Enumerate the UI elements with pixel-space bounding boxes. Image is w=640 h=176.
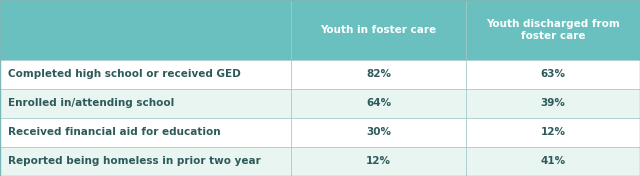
Bar [291, 89, 466, 118]
Bar [291, 60, 466, 89]
Bar [466, 0, 640, 60]
Text: Received financial aid for education: Received financial aid for education [8, 127, 220, 137]
Text: 12%: 12% [366, 156, 391, 166]
Bar [291, 0, 466, 60]
Bar [0, 147, 291, 176]
Text: 63%: 63% [540, 69, 566, 79]
Bar [466, 118, 640, 147]
Text: 12%: 12% [540, 127, 566, 137]
Bar [291, 147, 466, 176]
Bar [466, 89, 640, 118]
Bar [0, 0, 291, 60]
Bar [0, 118, 291, 147]
Text: 82%: 82% [366, 69, 391, 79]
Bar [0, 89, 291, 118]
Text: Enrolled in/attending school: Enrolled in/attending school [8, 98, 174, 108]
Text: Youth in foster care: Youth in foster care [321, 25, 436, 35]
Bar [291, 118, 466, 147]
Text: 39%: 39% [541, 98, 565, 108]
Text: Reported being homeless in prior two year: Reported being homeless in prior two yea… [8, 156, 260, 166]
Text: Completed high school or received GED: Completed high school or received GED [8, 69, 241, 79]
Bar [0, 60, 291, 89]
Text: Youth discharged from
foster care: Youth discharged from foster care [486, 19, 620, 41]
Bar [466, 147, 640, 176]
Text: 30%: 30% [366, 127, 391, 137]
Bar [466, 60, 640, 89]
Text: 64%: 64% [366, 98, 391, 108]
Text: 41%: 41% [540, 156, 566, 166]
